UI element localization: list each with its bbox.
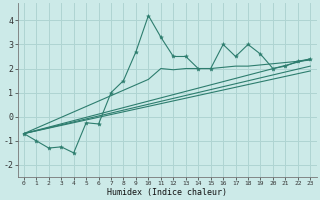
X-axis label: Humidex (Indice chaleur): Humidex (Indice chaleur): [107, 188, 227, 197]
